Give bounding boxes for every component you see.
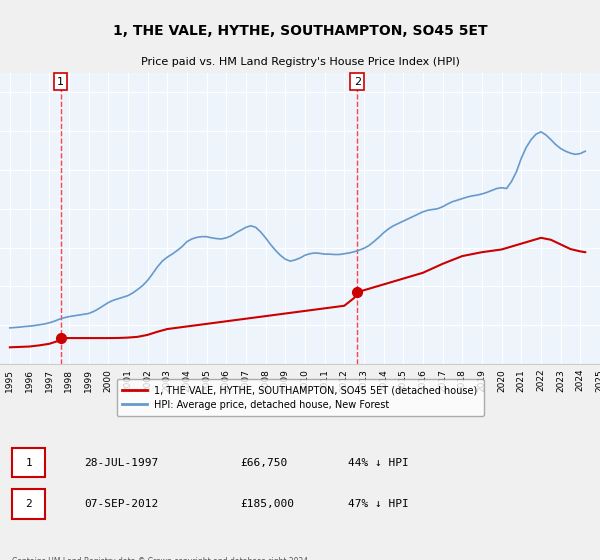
Text: £185,000: £185,000 [240, 499, 294, 509]
Text: 2: 2 [25, 499, 32, 509]
Text: 44% ↓ HPI: 44% ↓ HPI [348, 458, 409, 468]
Text: 07-SEP-2012: 07-SEP-2012 [84, 499, 158, 509]
FancyBboxPatch shape [12, 489, 45, 519]
Text: 2: 2 [354, 77, 361, 87]
Text: 47% ↓ HPI: 47% ↓ HPI [348, 499, 409, 509]
Text: 1: 1 [57, 77, 64, 87]
Text: 1, THE VALE, HYTHE, SOUTHAMPTON, SO45 5ET: 1, THE VALE, HYTHE, SOUTHAMPTON, SO45 5E… [113, 24, 487, 38]
Legend: 1, THE VALE, HYTHE, SOUTHAMPTON, SO45 5ET (detached house), HPI: Average price, : 1, THE VALE, HYTHE, SOUTHAMPTON, SO45 5E… [116, 379, 484, 416]
Text: £66,750: £66,750 [240, 458, 287, 468]
Text: 28-JUL-1997: 28-JUL-1997 [84, 458, 158, 468]
Text: Contains HM Land Registry data © Crown copyright and database right 2024.
This d: Contains HM Land Registry data © Crown c… [12, 557, 311, 560]
Text: 1: 1 [25, 458, 32, 468]
FancyBboxPatch shape [12, 448, 45, 477]
Text: Price paid vs. HM Land Registry's House Price Index (HPI): Price paid vs. HM Land Registry's House … [140, 57, 460, 67]
